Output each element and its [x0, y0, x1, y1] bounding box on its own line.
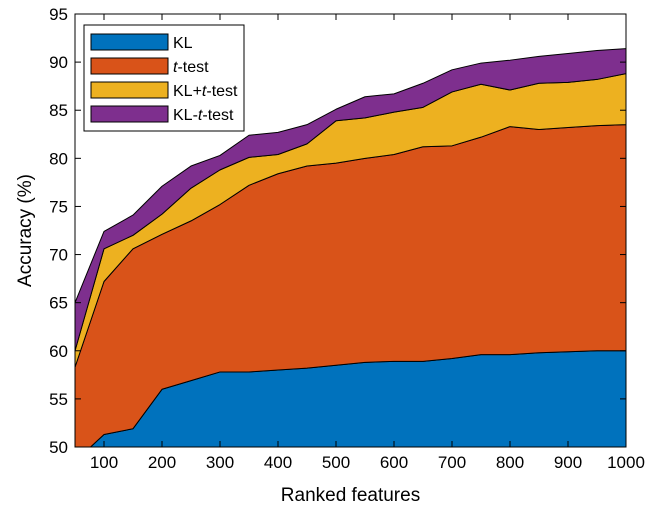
y-tick-label: 50 [49, 438, 68, 457]
y-tick-label: 60 [49, 342, 68, 361]
y-tick-label: 85 [49, 101, 68, 120]
area-layers [75, 48, 626, 447]
legend-swatch [90, 33, 169, 51]
y-tick-label: 55 [49, 390, 68, 409]
legend: KL t-test KL+t-test KL-t-test [83, 24, 245, 132]
legend-swatch [90, 57, 169, 75]
x-tick-label: 500 [322, 453, 350, 472]
y-tick-label: 65 [49, 294, 68, 313]
x-tick-label: 600 [380, 453, 408, 472]
x-tick-label: 100 [90, 453, 118, 472]
y-axis-label: Accuracy (%) [15, 174, 36, 287]
y-tick-label: 80 [49, 149, 68, 168]
x-axis-label: Ranked features [281, 485, 420, 506]
legend-label: KL-t-test [173, 107, 234, 124]
legend-swatch [90, 81, 169, 99]
x-tick-label: 700 [438, 453, 466, 472]
x-tick-label: 800 [496, 453, 524, 472]
x-tick-label: 1000 [607, 453, 645, 472]
y-tick-label: 70 [49, 246, 68, 265]
axes-box [74, 13, 627, 448]
x-tick-label: 300 [206, 453, 234, 472]
x-tick-label: 400 [264, 453, 292, 472]
legend-swatch [90, 105, 169, 123]
legend-label: KL+t-test [173, 83, 238, 100]
legend-label: t-test [173, 59, 209, 76]
y-tick-label: 75 [49, 197, 68, 216]
x-tick-label: 900 [554, 453, 582, 472]
y-tick-label: 95 [49, 5, 68, 24]
y-tick-label: 90 [49, 53, 68, 72]
axis-ticks: 100 200 300 400 500 600 700 800 900 1000 50 55 60 65 7… [49, 5, 645, 472]
area-kl-t-test [75, 48, 626, 352]
legend-label: KL [173, 35, 193, 52]
x-tick-label: 200 [148, 453, 176, 472]
